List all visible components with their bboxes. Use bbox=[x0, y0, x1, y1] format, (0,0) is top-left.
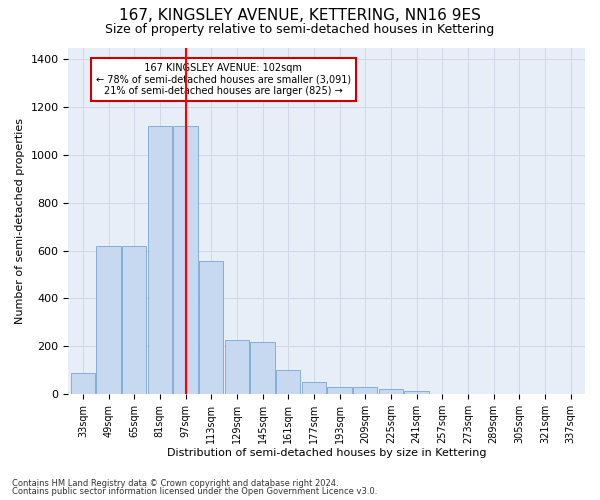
Bar bbox=[173, 126, 198, 394]
Bar bbox=[224, 340, 249, 394]
Bar bbox=[353, 388, 377, 394]
Bar bbox=[302, 382, 326, 394]
Bar bbox=[148, 126, 172, 394]
Bar bbox=[97, 246, 121, 394]
Bar bbox=[276, 370, 301, 394]
Bar bbox=[328, 387, 352, 394]
Text: 167, KINGSLEY AVENUE, KETTERING, NN16 9ES: 167, KINGSLEY AVENUE, KETTERING, NN16 9E… bbox=[119, 8, 481, 22]
Text: 167 KINGSLEY AVENUE: 102sqm   
← 78% of semi-detached houses are smaller (3,091): 167 KINGSLEY AVENUE: 102sqm ← 78% of sem… bbox=[96, 63, 351, 96]
Text: Size of property relative to semi-detached houses in Kettering: Size of property relative to semi-detach… bbox=[106, 22, 494, 36]
Bar bbox=[404, 390, 429, 394]
X-axis label: Distribution of semi-detached houses by size in Kettering: Distribution of semi-detached houses by … bbox=[167, 448, 487, 458]
Y-axis label: Number of semi-detached properties: Number of semi-detached properties bbox=[15, 118, 25, 324]
Bar bbox=[199, 262, 223, 394]
Text: Contains public sector information licensed under the Open Government Licence v3: Contains public sector information licen… bbox=[12, 487, 377, 496]
Text: Contains HM Land Registry data © Crown copyright and database right 2024.: Contains HM Land Registry data © Crown c… bbox=[12, 478, 338, 488]
Bar bbox=[379, 390, 403, 394]
Bar bbox=[71, 372, 95, 394]
Bar bbox=[122, 246, 146, 394]
Bar bbox=[250, 342, 275, 394]
